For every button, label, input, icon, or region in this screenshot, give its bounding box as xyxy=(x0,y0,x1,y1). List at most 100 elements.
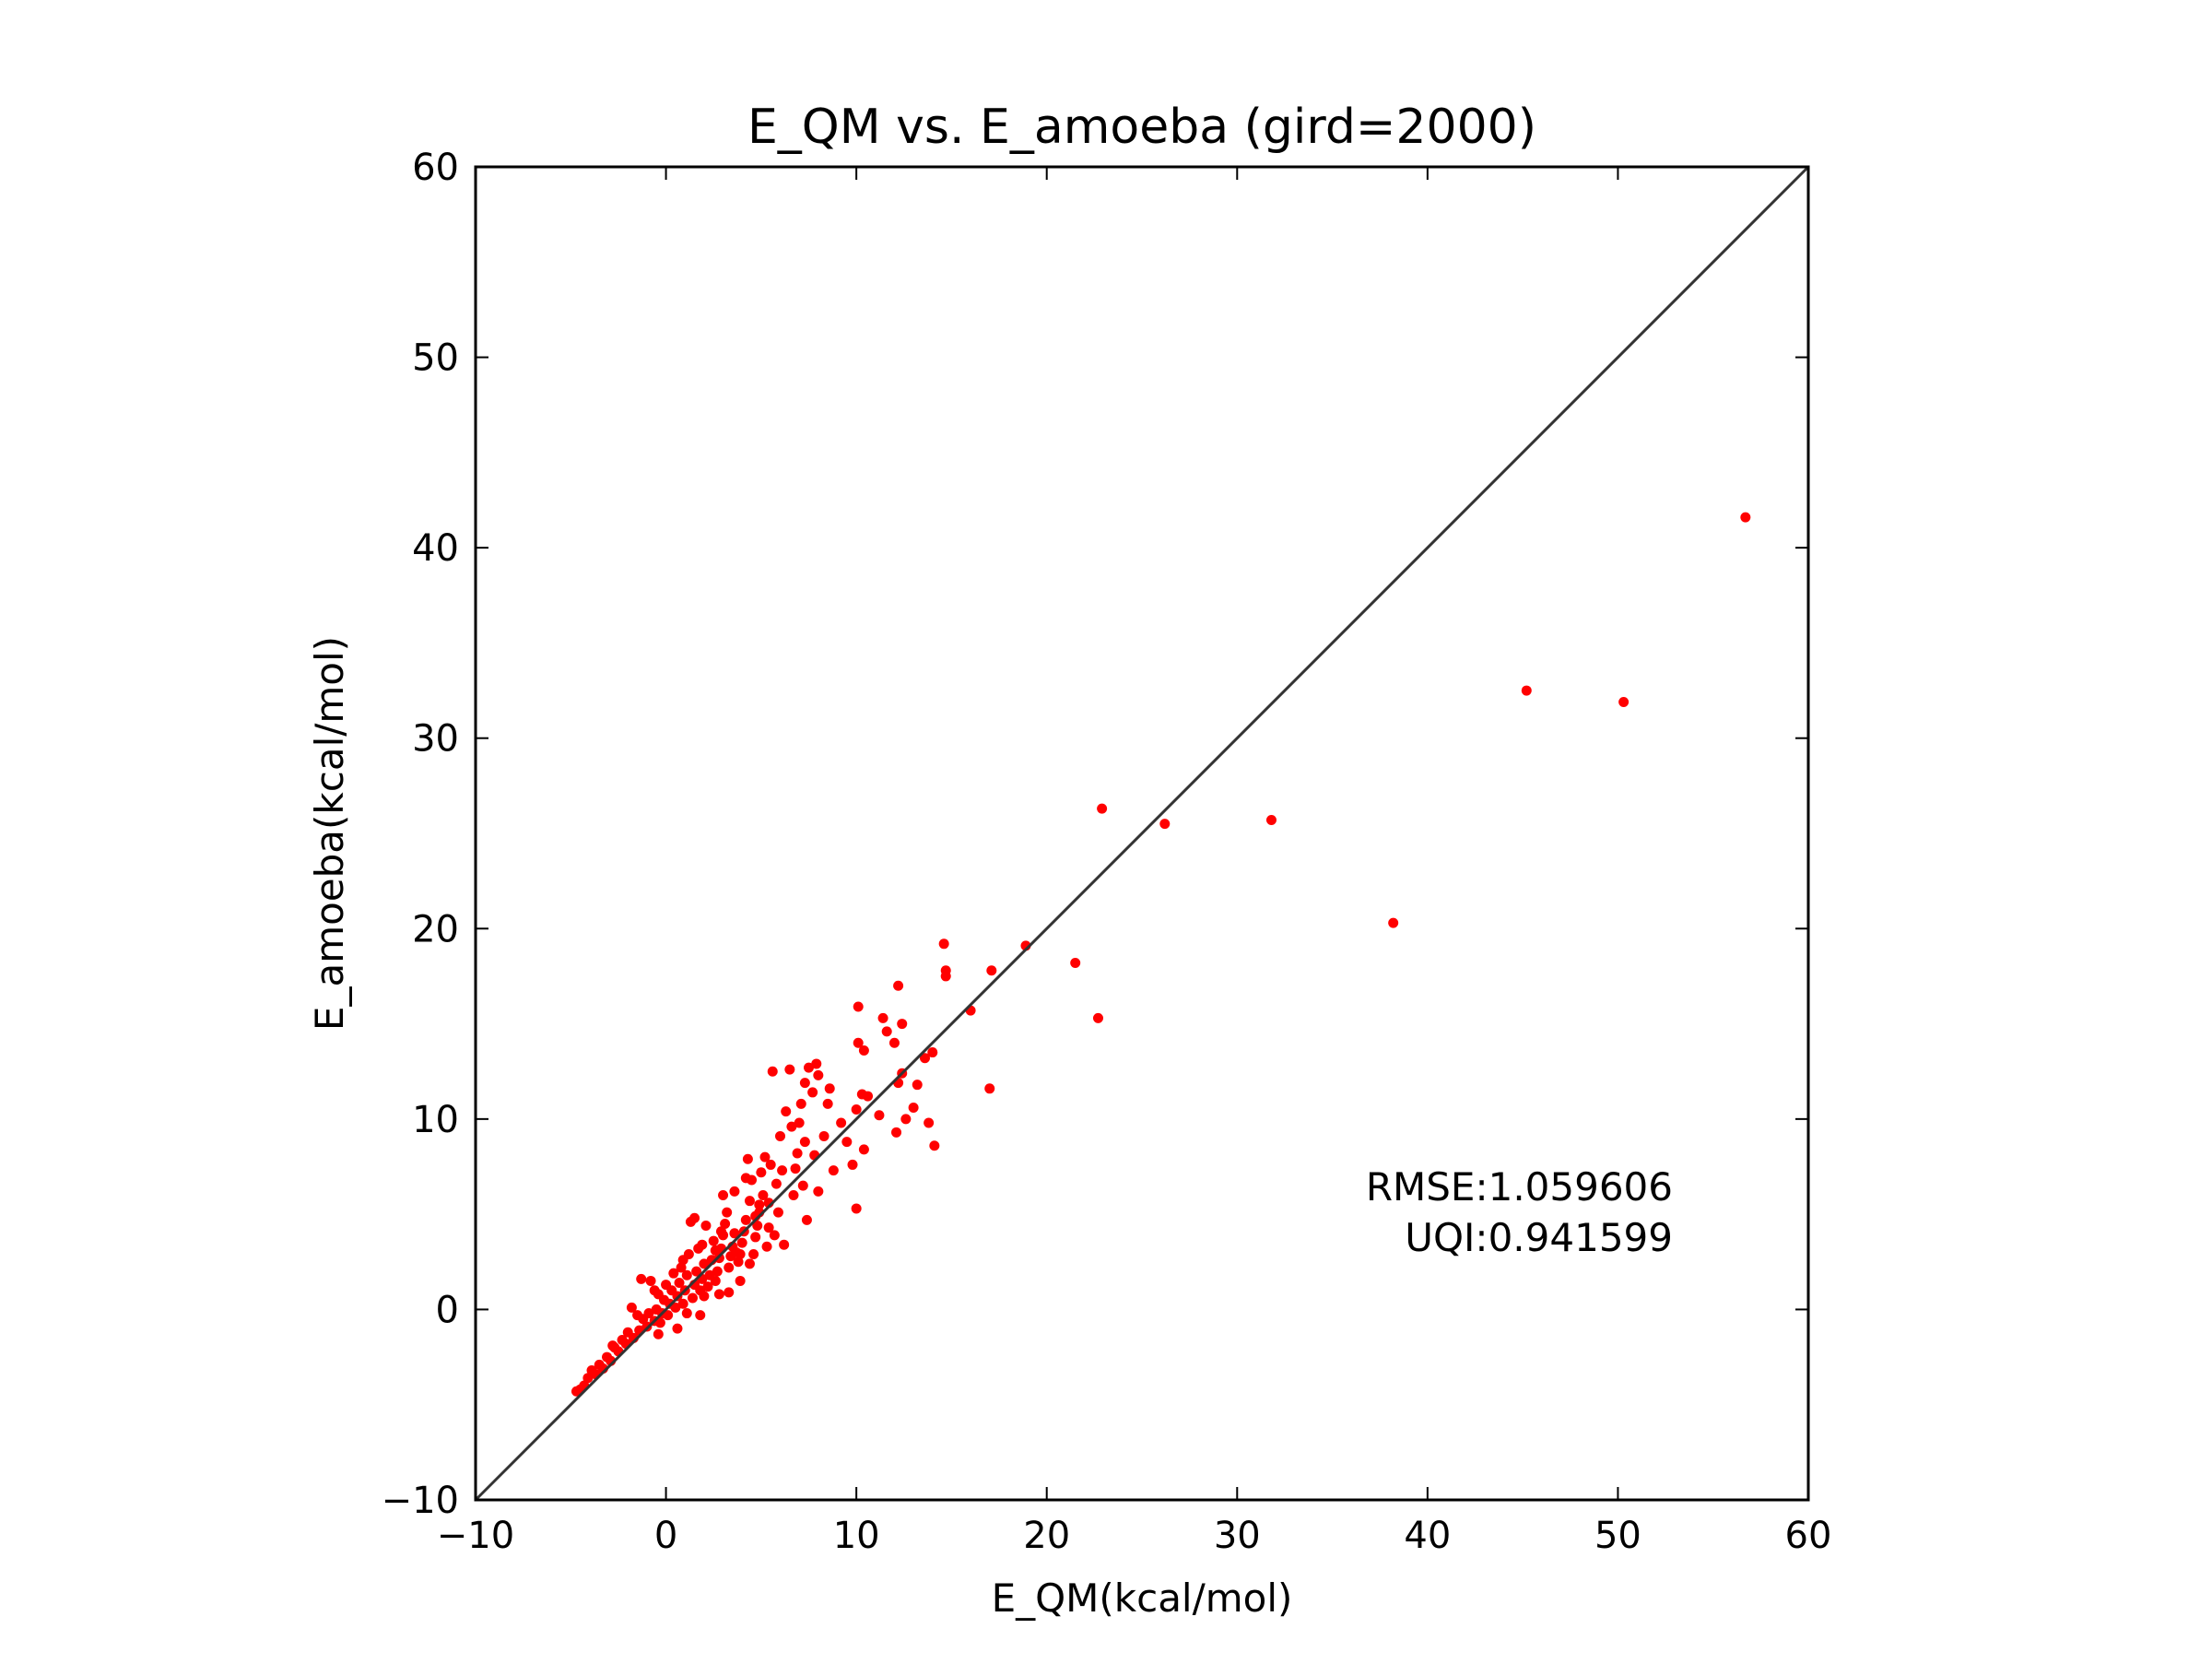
data-point xyxy=(1092,1012,1103,1023)
data-point xyxy=(771,1178,782,1189)
data-point xyxy=(1618,696,1630,707)
chart-title: E_QM vs. E_amoeba (gird=2000) xyxy=(747,100,1536,155)
data-point xyxy=(677,1298,688,1309)
data-point xyxy=(586,1365,597,1376)
data-point xyxy=(758,1189,769,1200)
data-point xyxy=(645,1275,656,1286)
data-point xyxy=(795,1098,806,1109)
data-point xyxy=(853,1001,864,1012)
data-point xyxy=(676,1262,687,1273)
reference-line-layer xyxy=(474,165,1810,1502)
data-point xyxy=(851,1104,862,1115)
data-point xyxy=(775,1130,786,1141)
data-point xyxy=(938,938,949,950)
data-point xyxy=(748,1249,759,1260)
x-tick-label: 60 xyxy=(1785,1515,1832,1557)
data-point xyxy=(777,1165,788,1176)
data-point xyxy=(1159,819,1171,830)
data-point xyxy=(929,1140,940,1151)
data-point xyxy=(797,1180,808,1191)
data-point xyxy=(681,1308,692,1319)
data-point xyxy=(672,1323,683,1334)
x-tick-label: 50 xyxy=(1594,1515,1641,1557)
data-point xyxy=(718,1189,729,1200)
data-point xyxy=(702,1281,713,1292)
data-point xyxy=(858,1044,869,1056)
data-point xyxy=(763,1222,774,1233)
data-point xyxy=(622,1327,633,1338)
uqi-annotation: UQI:0.941599 xyxy=(1405,1215,1673,1260)
points-layer xyxy=(571,512,1751,1397)
data-point xyxy=(1388,917,1399,928)
data-point xyxy=(756,1167,767,1178)
x-tick-label: 10 xyxy=(833,1515,880,1557)
x-axis-label: E_QM(kcal/mol) xyxy=(992,1575,1293,1621)
ticks-layer: −10 0 10 20 30 40 50 60 −10 0 10 20 30 40 50 60 xyxy=(382,147,1832,1557)
data-point xyxy=(731,1246,742,1257)
data-point xyxy=(724,1287,735,1298)
data-point xyxy=(804,1062,814,1073)
data-point xyxy=(813,1069,824,1080)
data-point xyxy=(807,1087,818,1098)
data-point xyxy=(735,1275,746,1286)
data-point xyxy=(940,971,951,982)
data-point xyxy=(874,1110,885,1121)
data-point xyxy=(769,1230,780,1241)
data-point xyxy=(759,1151,771,1162)
data-point xyxy=(747,1174,758,1186)
data-point xyxy=(986,965,997,976)
data-point xyxy=(594,1359,605,1370)
data-point xyxy=(695,1310,706,1321)
data-point xyxy=(752,1221,763,1232)
y-axis-label: E_amoeba(kcal/mol) xyxy=(307,636,352,1031)
data-point xyxy=(841,1137,853,1148)
data-point xyxy=(736,1237,747,1248)
data-point xyxy=(1097,803,1108,814)
data-point xyxy=(700,1221,712,1232)
data-point xyxy=(636,1273,647,1284)
data-point xyxy=(632,1310,643,1321)
data-point xyxy=(900,1114,912,1125)
data-point xyxy=(712,1266,723,1277)
data-point xyxy=(651,1304,662,1315)
data-point xyxy=(668,1268,679,1279)
data-point xyxy=(724,1262,735,1273)
data-point xyxy=(708,1235,719,1246)
data-point xyxy=(813,1186,824,1197)
data-point xyxy=(836,1117,847,1128)
data-point xyxy=(715,1226,726,1237)
data-point xyxy=(888,1037,900,1048)
data-point xyxy=(824,1083,835,1094)
x-tick-label: 20 xyxy=(1023,1515,1070,1557)
data-point xyxy=(792,1148,803,1159)
data-point xyxy=(744,1258,755,1269)
data-point xyxy=(893,980,904,991)
y-tick-label: 30 xyxy=(412,718,459,761)
x-tick-label: 40 xyxy=(1404,1515,1451,1557)
data-point xyxy=(897,1019,908,1030)
data-point xyxy=(801,1214,812,1225)
data-point xyxy=(661,1280,672,1291)
data-point xyxy=(710,1245,721,1256)
data-point xyxy=(828,1165,839,1176)
data-point xyxy=(811,1058,822,1069)
data-point xyxy=(677,1255,688,1266)
data-point xyxy=(799,1137,810,1148)
data-point xyxy=(653,1328,664,1339)
data-point xyxy=(1070,957,1081,968)
data-point xyxy=(740,1214,751,1225)
data-point xyxy=(822,1098,833,1109)
data-point xyxy=(674,1278,685,1289)
reference-line xyxy=(474,165,1810,1502)
x-tick-label: −10 xyxy=(437,1515,514,1557)
y-tick-label: 50 xyxy=(412,337,459,380)
data-point xyxy=(617,1334,628,1345)
data-point xyxy=(920,1053,931,1064)
data-point xyxy=(765,1159,776,1170)
data-point xyxy=(761,1241,772,1252)
data-point xyxy=(784,1064,795,1075)
data-point xyxy=(733,1257,744,1268)
data-point xyxy=(853,1037,864,1048)
